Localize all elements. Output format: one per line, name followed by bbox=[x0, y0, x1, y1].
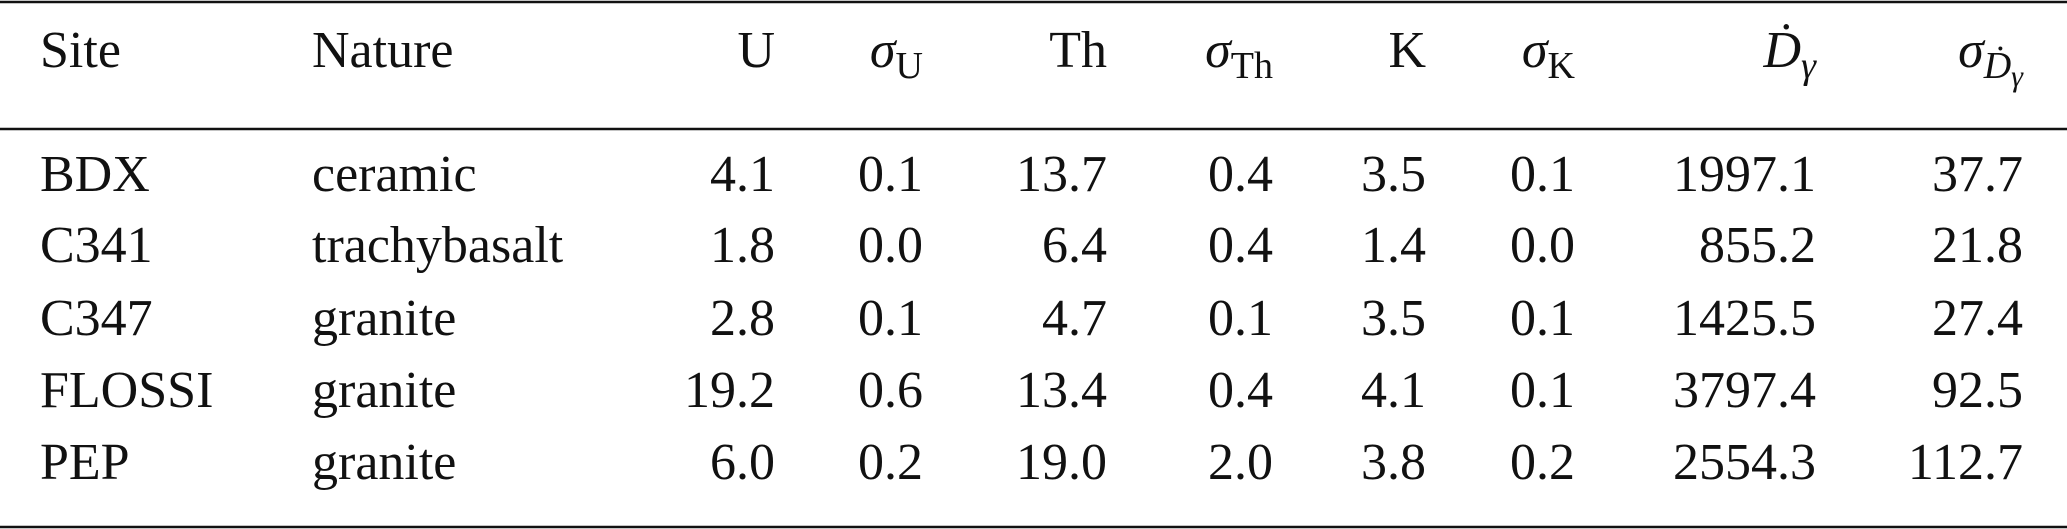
nature-cell: granite bbox=[312, 362, 456, 419]
value-cell: 2.8 bbox=[710, 290, 775, 347]
value-cell: 0.1 bbox=[1510, 362, 1575, 419]
value-cell: 3797.4 bbox=[1673, 362, 1816, 419]
value-cell: 13.7 bbox=[1016, 146, 1107, 203]
value-cell: 0.1 bbox=[858, 290, 923, 347]
value-cell: 3.5 bbox=[1361, 290, 1426, 347]
header-subsubscript: γ bbox=[2011, 60, 2024, 93]
value-cell: 0.4 bbox=[1208, 362, 1273, 419]
value-cell: 1.8 bbox=[710, 217, 775, 274]
header-cell: Ḋγ bbox=[1762, 22, 1817, 87]
header-subscript: K bbox=[1548, 45, 1576, 87]
value-cell: 21.8 bbox=[1932, 217, 2023, 274]
value-cell: 0.6 bbox=[858, 362, 923, 419]
value-cell: 1425.5 bbox=[1673, 290, 1816, 347]
header-subscript: Th bbox=[1231, 45, 1273, 87]
header-symbol: σ bbox=[870, 22, 898, 79]
value-cell: 1997.1 bbox=[1673, 146, 1816, 203]
value-cell: 0.1 bbox=[858, 146, 923, 203]
header-cell: Site bbox=[40, 22, 121, 79]
header-cell: Th bbox=[1049, 22, 1107, 79]
value-cell: 2554.3 bbox=[1673, 434, 1816, 491]
value-cell: 92.5 bbox=[1932, 362, 2023, 419]
value-cell: 4.1 bbox=[710, 146, 775, 203]
header-cell: K bbox=[1388, 22, 1426, 79]
header-cell: σḊγ bbox=[1958, 22, 2024, 93]
header-cell: σU bbox=[870, 22, 923, 87]
value-cell: 19.2 bbox=[684, 362, 775, 419]
header-subscript: γ bbox=[1801, 45, 1817, 87]
header-symbol: σ bbox=[1522, 22, 1550, 79]
header-symbol: σ bbox=[1958, 22, 1986, 79]
value-cell: 4.7 bbox=[1042, 290, 1107, 347]
value-cell: 0.4 bbox=[1208, 146, 1273, 203]
value-cell: 0.2 bbox=[858, 434, 923, 491]
value-cell: 0.2 bbox=[1510, 434, 1575, 491]
site-cell: PEP bbox=[40, 434, 130, 491]
value-cell: 6.4 bbox=[1042, 217, 1107, 274]
value-cell: 2.0 bbox=[1208, 434, 1273, 491]
header-cell: U bbox=[737, 22, 775, 79]
value-cell: 0.1 bbox=[1510, 290, 1575, 347]
value-cell: 27.4 bbox=[1932, 290, 2023, 347]
value-cell: 0.0 bbox=[1510, 217, 1575, 274]
header-symbol: σ bbox=[1205, 22, 1233, 79]
site-cell: FLOSSI bbox=[40, 362, 213, 419]
header-subscript: Ḋ bbox=[1983, 45, 2011, 87]
value-cell: 112.7 bbox=[1908, 434, 2023, 491]
site-cell: C341 bbox=[40, 217, 153, 274]
nature-cell: ceramic bbox=[312, 146, 477, 203]
header-cell: σTh bbox=[1205, 22, 1273, 87]
value-cell: 4.1 bbox=[1361, 362, 1426, 419]
header-subscript: U bbox=[896, 45, 923, 87]
value-cell: 0.1 bbox=[1510, 146, 1575, 203]
header-symbol: Ḋ bbox=[1762, 22, 1801, 79]
nature-cell: granite bbox=[312, 290, 456, 347]
value-cell: 3.8 bbox=[1361, 434, 1426, 491]
value-cell: 19.0 bbox=[1016, 434, 1107, 491]
value-cell: 6.0 bbox=[710, 434, 775, 491]
header-cell: Nature bbox=[312, 22, 453, 79]
nature-cell: granite bbox=[312, 434, 456, 491]
value-cell: 1.4 bbox=[1361, 217, 1426, 274]
value-cell: 0.0 bbox=[858, 217, 923, 274]
site-cell: BDX bbox=[40, 146, 150, 203]
value-cell: 0.4 bbox=[1208, 217, 1273, 274]
value-cell: 0.1 bbox=[1208, 290, 1273, 347]
site-cell: C347 bbox=[40, 290, 153, 347]
value-cell: 13.4 bbox=[1016, 362, 1107, 419]
value-cell: 855.2 bbox=[1699, 217, 1816, 274]
header-cell: σK bbox=[1522, 22, 1576, 87]
value-cell: 3.5 bbox=[1361, 146, 1426, 203]
nature-cell: trachybasalt bbox=[312, 217, 564, 274]
value-cell: 37.7 bbox=[1932, 146, 2023, 203]
